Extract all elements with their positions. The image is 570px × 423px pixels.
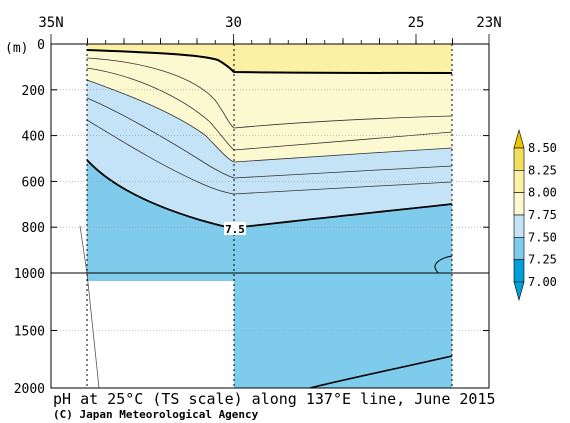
contour-deep-lower	[309, 355, 453, 388]
colorbar-segment	[513, 147, 525, 171]
deep-region-south	[234, 273, 452, 388]
y-tick-label: 0	[37, 38, 45, 53]
contour-label-bg	[224, 222, 246, 235]
chart-title: pH at 25°C (TS scale) along 137°E line, …	[53, 390, 496, 408]
y-tick-labels: 0 200 400 600 800 1000 1500 2000	[14, 38, 45, 397]
x-tick-label: 25	[408, 15, 425, 31]
colorbar-tick-label: 7.00	[528, 275, 557, 289]
y-tick-label: 1000	[14, 267, 45, 282]
y-gridlines	[51, 89, 489, 331]
colorbar-tick-label: 8.25	[528, 163, 557, 177]
contour-thin-4	[86, 119, 453, 195]
band-8-0-to-8-25	[87, 44, 452, 73]
colorbar-tick-label: 7.25	[528, 253, 557, 267]
colorbar-extend-top	[513, 128, 525, 149]
x-tick-label: 35N	[38, 15, 63, 31]
chart-credit: (C) Japan Meteorological Agency	[53, 408, 259, 421]
upper-panel	[79, 44, 453, 273]
colorbar: 8.50 8.25 8.00 7.75 7.50 7.25 7.00	[513, 128, 557, 302]
colorbar-segment	[513, 170, 525, 193]
x-tick-labels: 35N 30 25 23N	[38, 15, 501, 31]
colorbar-extend-bottom	[513, 281, 525, 302]
contour-8-0	[86, 49, 453, 74]
contour-thin-3	[86, 97, 453, 179]
x-tick-label: 30	[225, 15, 242, 31]
deep-region-north	[87, 273, 234, 281]
contour-thin-1	[86, 57, 453, 129]
colorbar-tick-label: 7.75	[528, 208, 557, 222]
contour-label: 7.5	[225, 223, 245, 236]
colorbar-segment	[513, 192, 525, 216]
y-tick-label: 2000	[14, 382, 45, 397]
contour-thin-2	[86, 67, 453, 151]
colorbar-segment	[513, 214, 525, 238]
y-unit-label: (m)	[5, 41, 28, 56]
y-tick-label: 600	[22, 175, 45, 190]
y-ticks	[51, 43, 489, 389]
x-minor-ticks	[50, 34, 490, 44]
y-tick-label: 800	[22, 221, 45, 236]
colorbar-tick-label: 8.50	[528, 141, 557, 155]
colorbar-segment	[513, 259, 525, 283]
contour-7-75	[86, 79, 453, 163]
colorbar-segment	[513, 237, 525, 260]
y-tick-label: 400	[22, 130, 45, 145]
y-tick-label: 1500	[14, 325, 45, 340]
y-tick-label: 200	[22, 84, 45, 99]
contour-deep-edge	[434, 255, 453, 273]
colorbar-tick-label: 8.00	[528, 186, 557, 200]
sloping-line-upper	[79, 225, 88, 273]
colorbar-tick-label: 7.50	[528, 230, 557, 244]
x-tick-label: 23N	[476, 15, 501, 31]
